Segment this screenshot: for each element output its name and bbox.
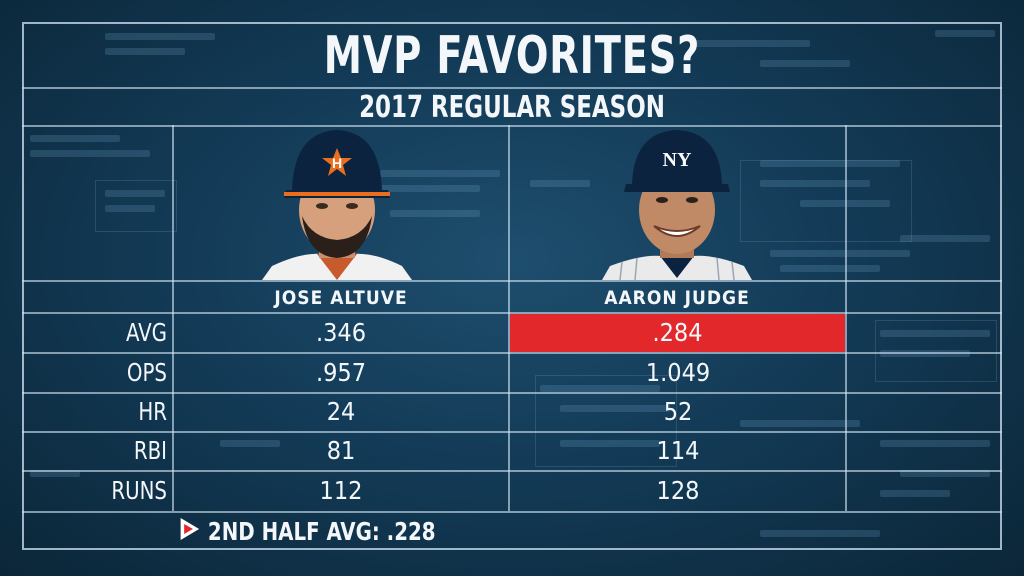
divider bbox=[172, 125, 174, 511]
divider bbox=[22, 87, 1002, 89]
player-name-altuve: JOSE ALTUVE bbox=[274, 287, 408, 309]
stat-value-judge: 128 bbox=[656, 476, 700, 505]
player-photo-altuve: H bbox=[262, 128, 412, 280]
divider bbox=[845, 125, 847, 511]
stat-value-judge: 1.049 bbox=[645, 358, 711, 387]
stat-value-altuve: .346 bbox=[315, 318, 367, 347]
altuve-cap-logo: H bbox=[332, 155, 342, 171]
player-photo-judge: NY bbox=[602, 128, 752, 280]
stat-value-altuve: 81 bbox=[326, 436, 356, 465]
player-name-judge: AARON JUDGE bbox=[604, 287, 750, 309]
divider bbox=[22, 125, 1002, 127]
divider bbox=[22, 392, 1002, 394]
divider bbox=[508, 125, 510, 511]
stat-value-altuve: 112 bbox=[319, 476, 363, 505]
divider bbox=[22, 431, 1002, 433]
stat-label: RUNS bbox=[111, 476, 167, 505]
page-title: MVP FAVORITES? bbox=[323, 26, 701, 86]
table-frame bbox=[22, 22, 1002, 550]
stat-value-altuve: 24 bbox=[326, 397, 356, 426]
stat-value-judge-highlighted: .284 bbox=[510, 314, 845, 352]
stat-label: AVG bbox=[125, 318, 167, 347]
divider bbox=[22, 511, 1002, 513]
divider bbox=[22, 280, 1002, 282]
stat-value-judge: 52 bbox=[663, 397, 693, 426]
footer-text: 2ND HALF AVG: .228 bbox=[207, 517, 436, 546]
divider bbox=[22, 470, 1002, 472]
divider bbox=[22, 312, 1002, 314]
footer-note: 2ND HALF AVG: .228 bbox=[178, 516, 436, 548]
divider bbox=[22, 352, 1002, 354]
stat-value-altuve: .957 bbox=[315, 358, 367, 387]
stat-value-judge: 114 bbox=[656, 436, 700, 465]
judge-cap-logo: NY bbox=[663, 149, 692, 171]
page-subtitle: 2017 REGULAR SEASON bbox=[359, 90, 665, 125]
stat-label: OPS bbox=[126, 358, 167, 387]
stat-label: HR bbox=[138, 397, 167, 426]
stat-label: RBI bbox=[133, 436, 167, 465]
play-triangle-icon bbox=[178, 516, 201, 550]
